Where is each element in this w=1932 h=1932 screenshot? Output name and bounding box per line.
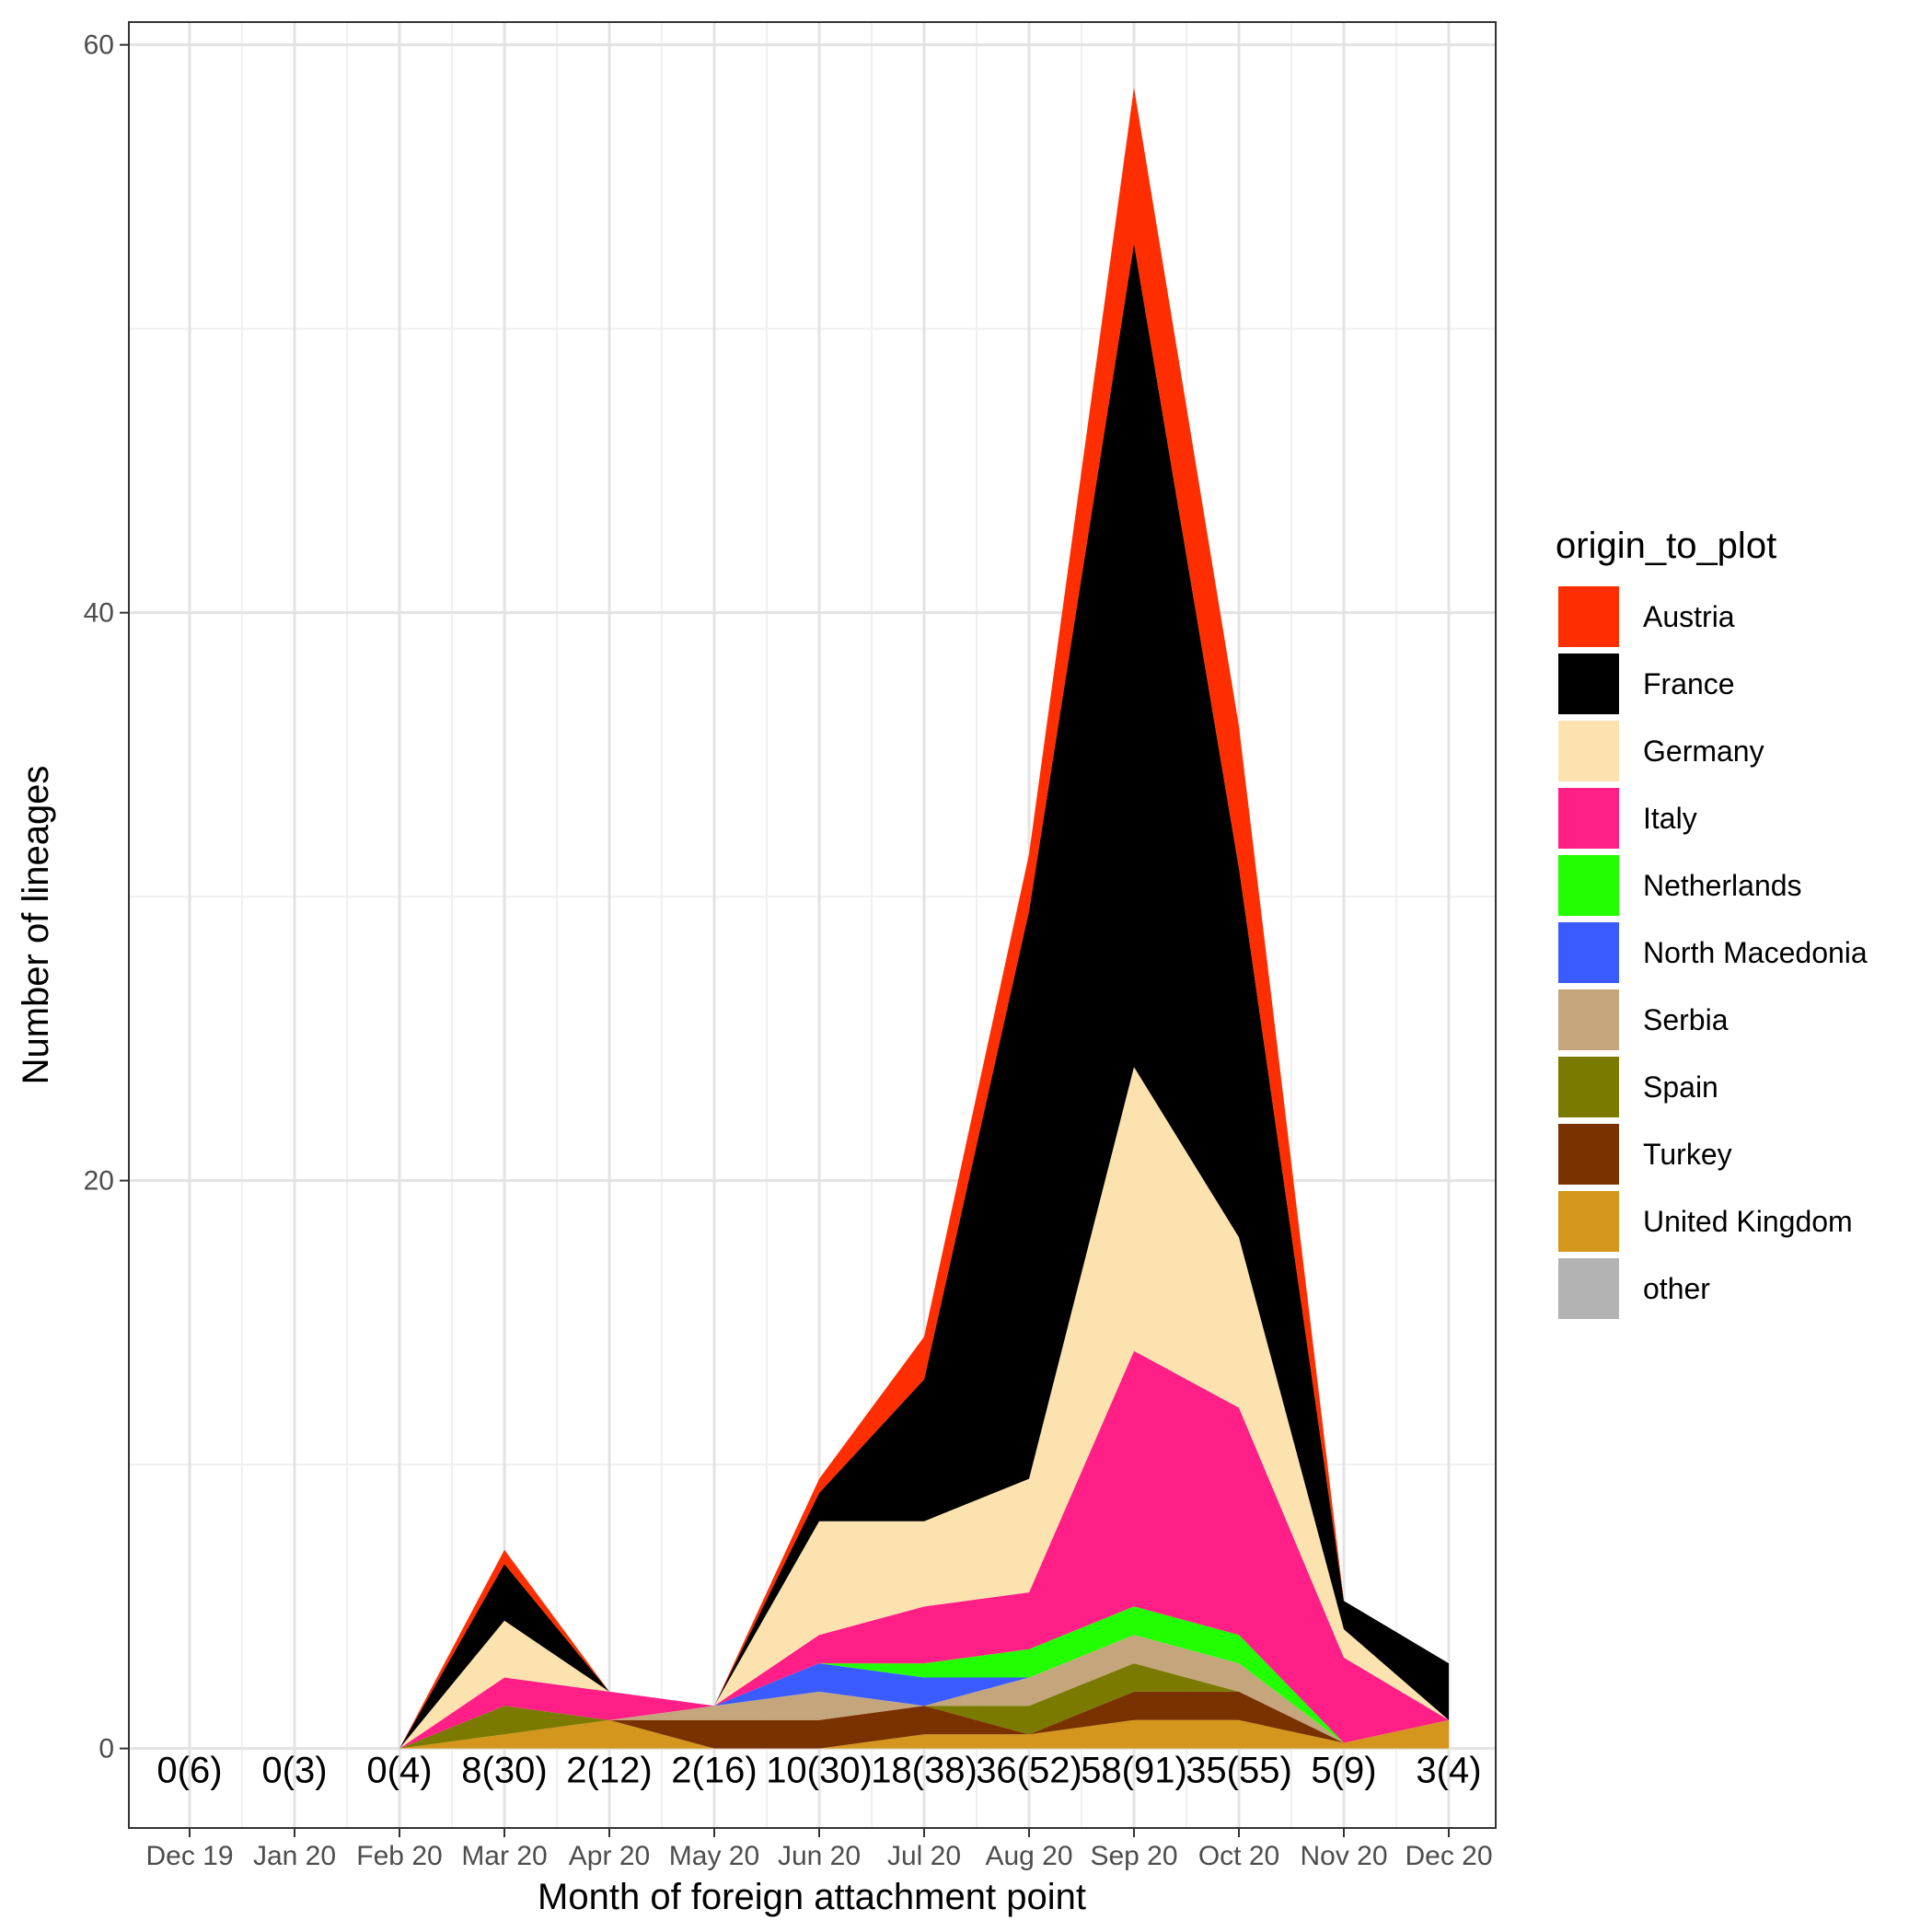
count-label: 18(38)	[871, 1751, 978, 1791]
legend-swatch-turkey	[1558, 1124, 1619, 1185]
area-turkey	[190, 1691, 1449, 1749]
x-tick-label: Jun 20	[778, 1841, 861, 1871]
x-tick-label: Mar 20	[461, 1841, 547, 1871]
legend-swatch-spain	[1558, 1057, 1619, 1117]
x-tick-label: Jul 20	[887, 1841, 961, 1871]
panel-border	[128, 21, 1497, 1829]
area-italy	[190, 1350, 1449, 1749]
count-label: 2(12)	[566, 1751, 652, 1791]
area-serbia	[190, 1635, 1449, 1749]
legend-label-netherlands: Netherlands	[1643, 869, 1802, 902]
area-united-kingdom	[190, 1719, 1449, 1749]
area-germany	[190, 1067, 1449, 1749]
legend-swatch-north-macedonia	[1558, 922, 1619, 983]
legend-label-france: France	[1643, 667, 1735, 700]
legend-swatch-austria	[1558, 586, 1619, 647]
stacked-areas	[190, 87, 1449, 1749]
x-tick-label: May 20	[669, 1841, 759, 1871]
legend-swatch-united-kingdom	[1558, 1191, 1619, 1252]
x-tick-label: Apr 20	[569, 1841, 650, 1871]
y-tick-label: 20	[84, 1166, 114, 1197]
count-label: 0(4)	[366, 1751, 432, 1791]
x-tick-label: Dec 20	[1405, 1841, 1492, 1871]
legend: Austria France Germany Italy Netherlands Nort…	[1558, 586, 1868, 1319]
count-label: 0(6)	[156, 1751, 222, 1791]
y-tick-label: 40	[84, 598, 114, 629]
y-axis: 0 20 40 60	[84, 30, 129, 1764]
x-tick-label: Nov 20	[1300, 1841, 1387, 1871]
legend-swatch-france	[1558, 654, 1619, 714]
y-axis-title: Number of lineages	[16, 766, 56, 1085]
legend-swatch-italy	[1558, 788, 1619, 849]
x-tick-label: Oct 20	[1198, 1841, 1279, 1871]
x-tick-label: Dec 19	[145, 1841, 233, 1871]
legend-label-turkey: Turkey	[1643, 1138, 1732, 1171]
x-axis-title: Month of foreign attachment point	[538, 1877, 1086, 1917]
count-label: 10(30)	[766, 1751, 873, 1791]
legend-label-other: other	[1643, 1272, 1710, 1305]
x-tick-label: Jan 20	[253, 1841, 336, 1871]
count-label: 2(16)	[671, 1751, 757, 1791]
count-label: 8(30)	[461, 1751, 547, 1791]
area-north-macedonia	[190, 1635, 1449, 1749]
area-france	[190, 243, 1449, 1749]
legend-label-united-kingdom: United Kingdom	[1643, 1205, 1853, 1238]
count-label: 58(91)	[1081, 1751, 1187, 1791]
count-label: 3(4)	[1416, 1751, 1481, 1791]
count-label: 35(55)	[1186, 1751, 1292, 1791]
legend-label-italy: Italy	[1643, 802, 1697, 835]
legend-swatch-germany	[1558, 721, 1619, 781]
legend-label-north-macedonia: North Macedonia	[1643, 936, 1868, 969]
legend-swatch-other	[1558, 1258, 1619, 1319]
legend-label-germany: Germany	[1643, 735, 1764, 768]
x-tick-label: Aug 20	[985, 1841, 1072, 1871]
legend-swatch-netherlands	[1558, 855, 1619, 916]
legend-title: origin_to_plot	[1556, 526, 1776, 566]
count-label: 36(52)	[976, 1751, 1082, 1791]
area-spain	[190, 1663, 1449, 1749]
x-tick-label: Sep 20	[1090, 1841, 1177, 1871]
legend-label-serbia: Serbia	[1643, 1003, 1729, 1036]
y-tick-label: 60	[84, 30, 114, 61]
x-axis: Dec 19 Jan 20 Feb 20 Mar 20 Apr 20 May 20 Jun …	[145, 1828, 1493, 1871]
legend-label-spain: Spain	[1643, 1070, 1718, 1104]
count-labels: 0(6) 0(3) 0(4) 8(30) 2(12) 2(16) 10(30)18(38)3…	[156, 1751, 1481, 1791]
y-tick-label: 0	[98, 1734, 114, 1764]
count-label: 5(9)	[1311, 1751, 1376, 1791]
count-label: 0(3)	[261, 1751, 327, 1791]
legend-swatch-serbia	[1558, 989, 1619, 1050]
legend-label-austria: Austria	[1643, 600, 1735, 633]
x-tick-label: Feb 20	[356, 1841, 442, 1871]
